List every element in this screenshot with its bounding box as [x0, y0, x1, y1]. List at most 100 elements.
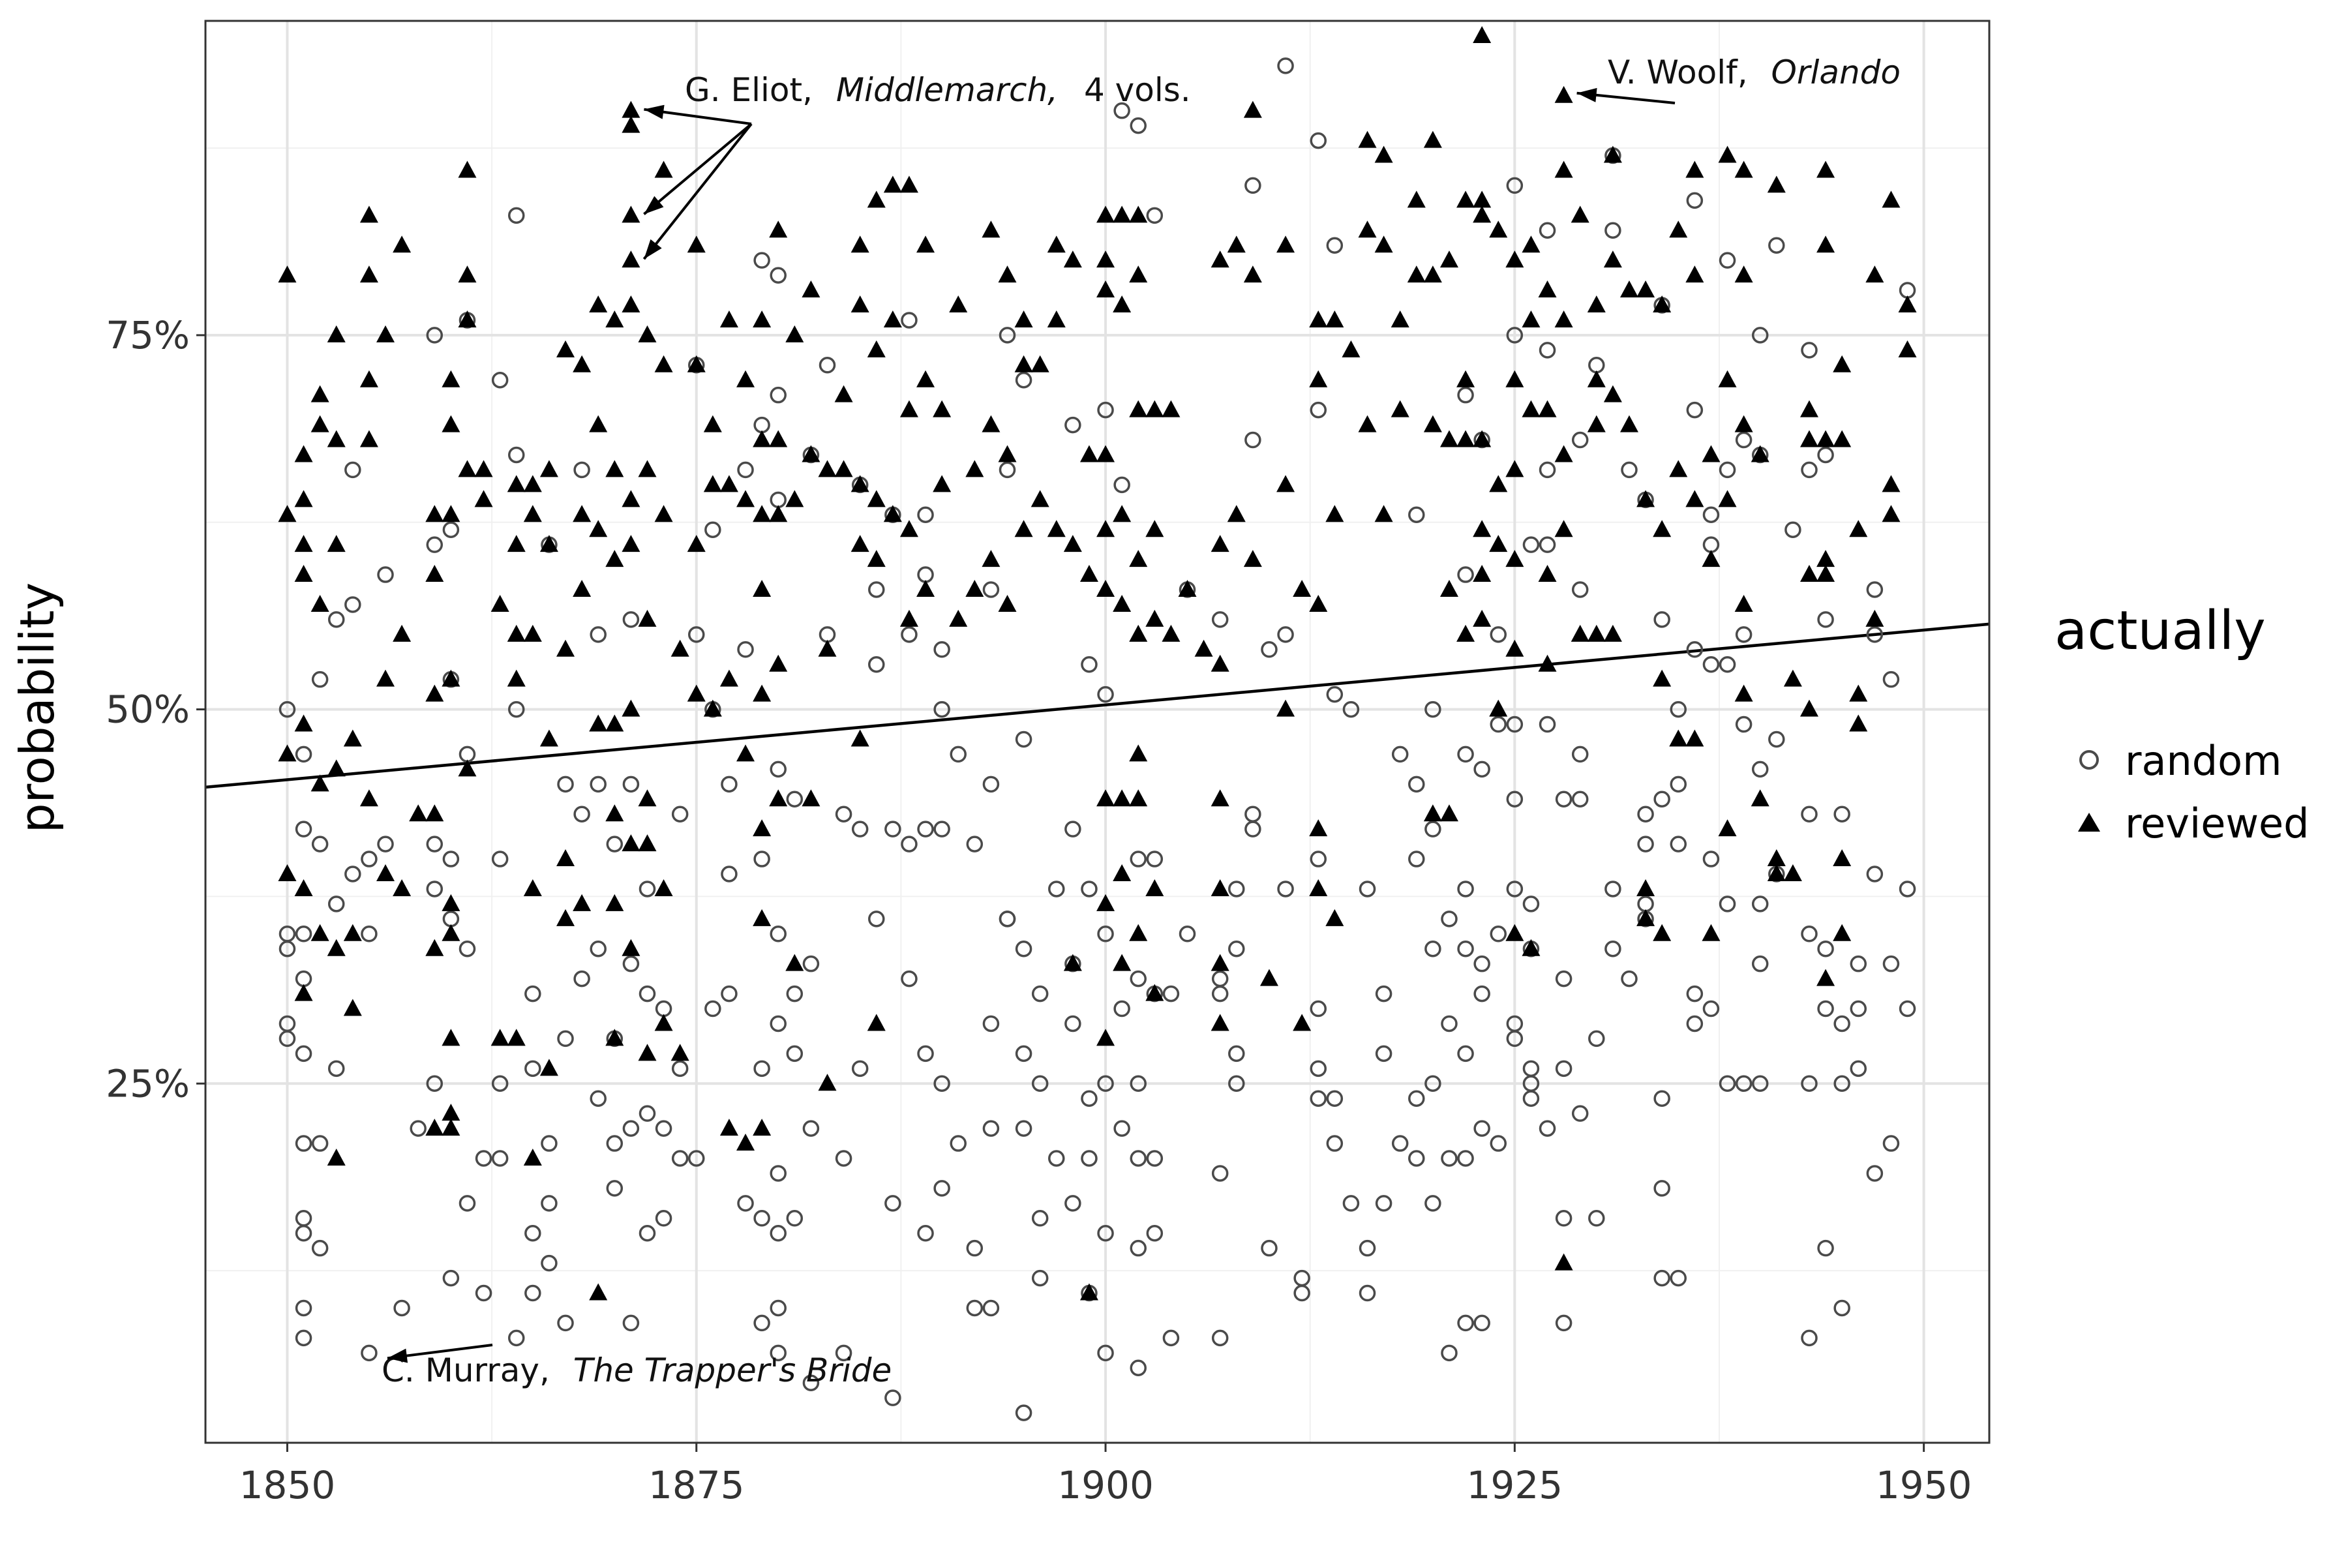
point-random: [491, 371, 509, 389]
point-random: [1326, 237, 1344, 254]
point-reviewed: [425, 1119, 444, 1136]
point-reviewed: [1603, 624, 1622, 642]
y-axis-title: probability: [10, 582, 65, 833]
point-reviewed: [1833, 849, 1852, 867]
point-random: [426, 836, 444, 852]
point-reviewed: [1276, 235, 1295, 253]
point-reviewed: [1505, 370, 1524, 387]
point-reviewed: [1456, 430, 1475, 447]
point-random: [295, 1045, 312, 1063]
point-random: [1211, 1165, 1229, 1182]
point-random: [1637, 896, 1654, 912]
point-reviewed: [1243, 100, 1262, 118]
point-reviewed: [1554, 445, 1573, 462]
point-reviewed: [982, 220, 1001, 238]
point-reviewed: [1342, 340, 1361, 357]
point-reviewed: [850, 235, 869, 253]
point-random: [786, 985, 804, 1003]
point-reviewed: [1113, 295, 1132, 312]
point-reviewed: [1865, 609, 1884, 627]
point-random: [671, 1060, 689, 1078]
point-reviewed: [622, 939, 640, 956]
point-reviewed: [1489, 535, 1508, 552]
point-random: [1441, 911, 1458, 927]
point-reviewed: [343, 729, 362, 747]
point-random: [655, 1210, 672, 1227]
point-reviewed: [850, 295, 869, 312]
point-reviewed: [458, 759, 477, 777]
point-reviewed: [1031, 355, 1049, 372]
point-reviewed: [1439, 430, 1458, 447]
point-reviewed: [687, 235, 706, 253]
point-reviewed: [1685, 265, 1704, 283]
point-random: [1735, 716, 1753, 733]
point-random: [1113, 1120, 1130, 1137]
point-reviewed: [1423, 415, 1442, 432]
point-random: [590, 626, 607, 643]
annotation-woolf: V. Woolf, Orlando: [1608, 53, 1901, 91]
point-random: [819, 626, 836, 643]
y-tick-label: 25%: [106, 1061, 190, 1106]
point-random: [1441, 1150, 1458, 1167]
point-reviewed: [622, 205, 640, 223]
x-axis-ticks: 1850 1875 1900 1925 1950: [239, 1443, 1972, 1507]
point-reviewed: [1129, 550, 1148, 567]
point-random: [688, 626, 705, 643]
point-reviewed: [736, 370, 755, 387]
point-reviewed: [605, 804, 624, 822]
point-random: [311, 671, 329, 688]
point-reviewed: [916, 580, 935, 597]
point-reviewed: [753, 684, 772, 702]
point-reviewed: [294, 984, 313, 1001]
point-random: [1588, 357, 1605, 374]
point-reviewed: [1653, 924, 1672, 941]
point-random: [1719, 656, 1736, 673]
point-random: [1473, 761, 1490, 778]
point-random: [1555, 1060, 1573, 1078]
point-reviewed: [1358, 130, 1377, 148]
point-reviewed: [802, 445, 820, 462]
point-reviewed: [1849, 520, 1868, 537]
x-tick-label: 1875: [648, 1463, 745, 1507]
point-reviewed: [1096, 789, 1115, 807]
point-random: [361, 851, 378, 867]
point-reviewed: [769, 430, 788, 447]
point-random: [770, 761, 787, 778]
point-reviewed: [982, 415, 1001, 432]
point-random: [1097, 1344, 1114, 1362]
point-reviewed: [638, 789, 657, 807]
point-random: [1130, 1359, 1147, 1377]
point-random: [1588, 1030, 1605, 1048]
point-random: [1277, 57, 1294, 74]
point-random: [1441, 1015, 1458, 1033]
point-random: [524, 985, 541, 1003]
annotation-woolf-title: Orlando: [1771, 53, 1901, 91]
point-reviewed: [1587, 624, 1606, 642]
point-reviewed: [622, 699, 640, 717]
point-reviewed: [1816, 160, 1835, 178]
point-reviewed: [1063, 250, 1082, 268]
point-reviewed: [703, 699, 722, 717]
point-reviewed: [818, 1074, 837, 1091]
point-reviewed: [1047, 310, 1066, 327]
point-random: [1130, 851, 1147, 867]
point-random: [1342, 1195, 1360, 1212]
point-random: [1719, 252, 1736, 269]
point-random: [1097, 926, 1114, 942]
point-reviewed: [1423, 265, 1442, 283]
point-reviewed: [539, 729, 558, 747]
point-random: [1522, 536, 1540, 553]
point-random: [917, 566, 934, 583]
point-reviewed: [458, 265, 477, 283]
point-random: [327, 1060, 345, 1078]
point-random: [1310, 401, 1327, 419]
point-reviewed: [1145, 520, 1164, 537]
point-reviewed: [785, 490, 804, 507]
point-random: [1441, 1344, 1458, 1362]
point-reviewed: [1554, 85, 1573, 103]
point-random: [1686, 985, 1704, 1003]
point-reviewed: [1685, 729, 1704, 747]
point-reviewed: [490, 1029, 509, 1046]
point-reviewed: [359, 205, 378, 223]
point-random: [1686, 641, 1704, 658]
